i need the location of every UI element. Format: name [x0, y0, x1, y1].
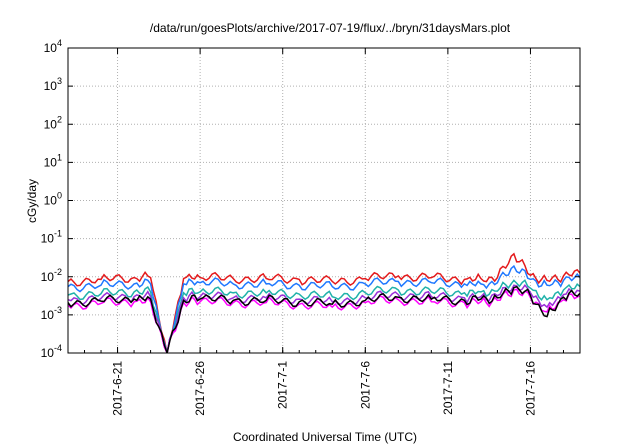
series-group	[68, 252, 580, 353]
series-line	[68, 264, 580, 353]
y-tick-label: 101	[44, 152, 62, 169]
y-tick-label: 10-4	[41, 343, 62, 360]
series-line	[68, 288, 580, 353]
y-axis-label: cGy/day	[25, 179, 39, 223]
y-tick-label: 10-3	[41, 305, 62, 322]
y-tick-label: 10-1	[41, 229, 62, 246]
series-line	[68, 285, 580, 353]
x-axis-label: Coordinated Universal Time (UTC)	[233, 430, 417, 444]
y-tick-label: 102	[44, 114, 62, 131]
x-tick-label: 2017-7-16	[523, 361, 537, 416]
x-tick-label: 2017-7-1	[276, 361, 290, 409]
series-line	[68, 279, 580, 353]
series-line	[68, 252, 580, 353]
y-tick-label: 10-2	[41, 267, 62, 284]
y-tick-label: 104	[44, 38, 62, 55]
x-tick-label: 2017-6-26	[193, 361, 207, 416]
y-tick-label: 103	[44, 76, 62, 93]
y-tick-label: 100	[44, 191, 62, 208]
x-tick-label: 2017-7-6	[358, 361, 372, 409]
x-tick-label: 2017-7-11	[441, 361, 455, 415]
chart-title: /data/run/goesPlots/archive/2017-07-19/f…	[150, 21, 511, 35]
x-tick-label: 2017-6-21	[111, 361, 125, 416]
axes: 10-4 10-3 10-2 10-1 100 101 102 103 104 2017-6-21…	[41, 38, 580, 416]
